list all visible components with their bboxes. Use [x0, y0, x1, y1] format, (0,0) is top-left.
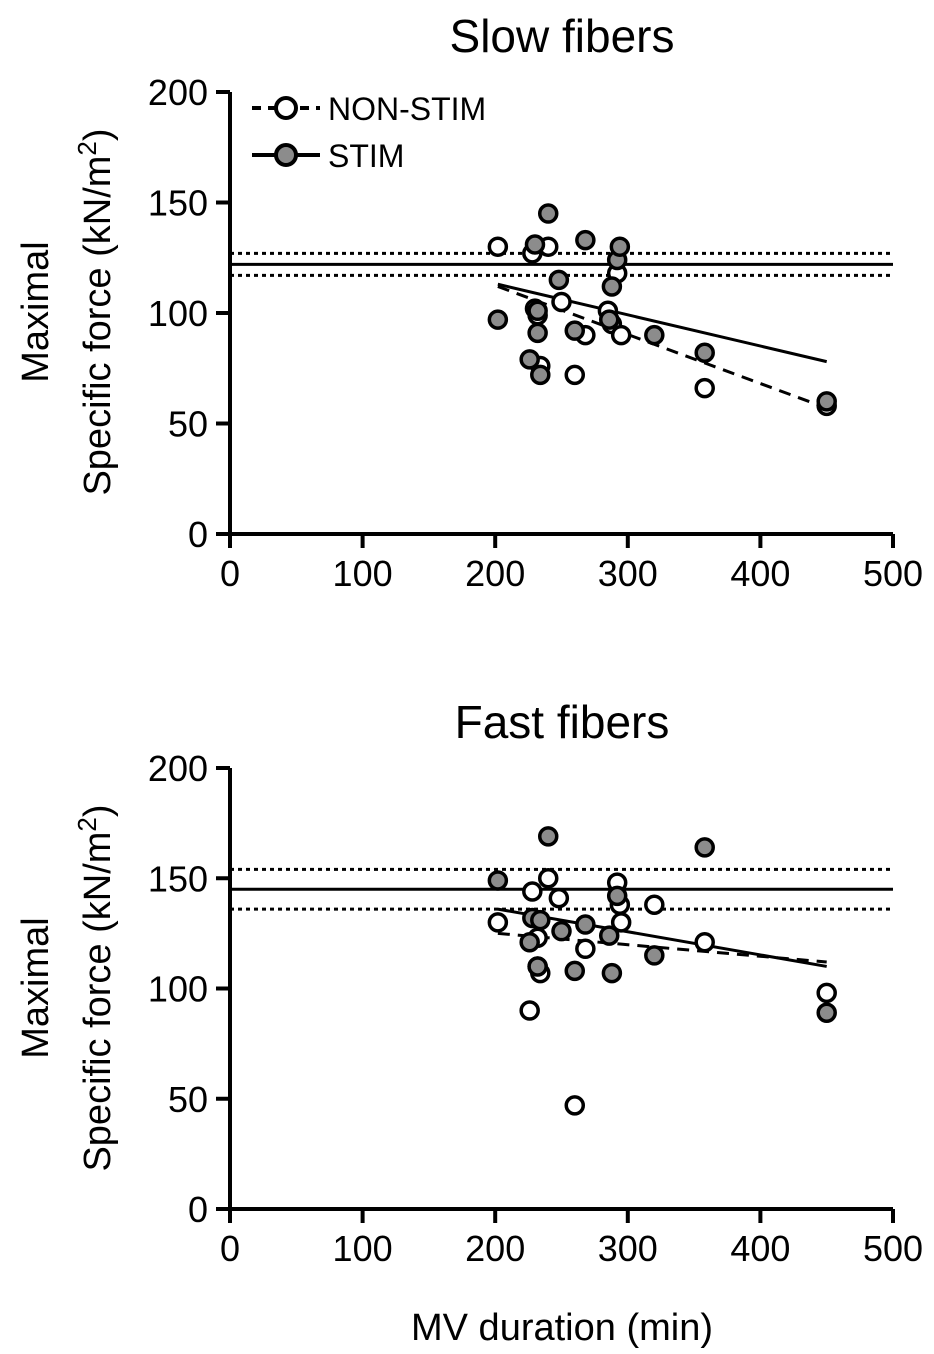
non-stim-point	[644, 894, 665, 915]
stim-point	[487, 870, 509, 891]
stim-point	[530, 364, 551, 386]
stim-point	[606, 885, 628, 907]
x-tick-label: 400	[730, 553, 790, 594]
legend-item-stim: STIM	[252, 138, 404, 174]
y-axis-label-line2: Specific force (kN/m2)	[72, 128, 119, 495]
non-stim-point	[694, 931, 715, 953]
stim-point	[530, 909, 551, 931]
stim-point	[564, 960, 586, 982]
legend-marker-open	[274, 96, 298, 120]
y-axis-label-line1: Maximal	[15, 241, 57, 382]
stim-point	[527, 322, 548, 344]
stim-point	[487, 309, 509, 330]
stim-point	[644, 945, 665, 966]
x-tick-label: 300	[598, 553, 658, 594]
non-stim-point	[564, 364, 586, 386]
x-tick-label: 200	[465, 553, 525, 594]
y-tick-label: 0	[188, 514, 208, 555]
slow-fibers-panel: Slow fibers Maximal Specific force (kN/m…	[15, 10, 923, 594]
stim-point	[537, 203, 559, 224]
y-axis-label-line1: Maximal	[15, 917, 57, 1058]
x-tick-label: 0	[220, 553, 240, 594]
stim-point	[644, 324, 665, 346]
stim-point	[527, 956, 548, 977]
non-stim-point	[610, 912, 632, 933]
chart-title: Slow fibers	[450, 10, 675, 62]
stim-point	[564, 320, 586, 341]
non-stim-point	[519, 1000, 540, 1021]
x-tick-label: 500	[863, 1228, 923, 1269]
y-tick-label: 200	[148, 748, 208, 789]
regression-lines	[497, 282, 828, 410]
x-tick-label: 0	[220, 1228, 240, 1269]
non-stim-fit-line	[497, 931, 827, 964]
y-tick-label: 100	[148, 293, 208, 334]
y-tick-label: 150	[148, 858, 208, 899]
non-stim-point	[551, 291, 572, 313]
axes: 0 100 200 300 400 500 0 50 100 150 200	[148, 748, 923, 1269]
stim-point	[816, 391, 837, 412]
stim-point	[575, 914, 596, 935]
stim-point	[519, 349, 540, 370]
stim-fit-line	[497, 907, 827, 968]
non-stim-point	[487, 236, 509, 257]
legend-item-non-stim: NON-STIM	[252, 91, 486, 127]
stim-point	[527, 300, 548, 322]
stim-point	[601, 276, 623, 297]
legend: NON-STIM STIM	[252, 91, 486, 174]
regression-lines	[497, 907, 827, 968]
non-stim-point	[522, 881, 543, 902]
y-axis-label-line2: Specific force (kN/m2)	[72, 804, 119, 1171]
legend-marker-filled	[274, 143, 298, 167]
y-tick-label: 0	[188, 1189, 208, 1230]
y-tick-label: 50	[168, 404, 208, 445]
stim-point	[537, 826, 559, 847]
x-tick-label: 100	[333, 1228, 393, 1269]
stim-point	[601, 962, 623, 984]
fast-fibers-panel: Fast fibers Maximal Specific force (kN/m…	[15, 696, 923, 1349]
non-stim-point	[816, 982, 837, 1004]
axes: 0 100 200 300 400 500 0 50 100 150 200	[148, 72, 923, 594]
x-tick-label: 100	[333, 553, 393, 594]
non-stim-point	[564, 1095, 586, 1116]
x-tick-label: 400	[730, 1228, 790, 1269]
non-stim-fit-line	[497, 285, 828, 410]
stim-point	[598, 925, 620, 946]
y-tick-label: 50	[168, 1079, 208, 1120]
stim-point	[694, 837, 715, 858]
stim-point	[524, 234, 546, 255]
stim-point	[519, 931, 540, 953]
non-stim-point	[694, 377, 715, 399]
data-points	[487, 203, 837, 417]
stim-point	[575, 229, 596, 251]
stim-fit-line	[497, 282, 828, 364]
stim-point	[694, 342, 715, 364]
legend-label: NON-STIM	[328, 91, 486, 127]
non-stim-point	[537, 868, 559, 889]
chart-title: Fast fibers	[455, 696, 670, 748]
stim-point	[548, 269, 570, 291]
y-tick-label: 150	[148, 183, 208, 224]
stim-point	[598, 309, 620, 330]
x-tick-label: 500	[863, 553, 923, 594]
non-stim-point	[610, 324, 632, 346]
legend-label: STIM	[328, 138, 404, 174]
non-stim-point	[575, 938, 596, 960]
non-stim-point	[548, 887, 570, 909]
non-stim-point	[487, 912, 509, 933]
stim-point	[609, 236, 631, 257]
stim-point	[816, 1002, 837, 1024]
y-tick-label: 100	[148, 969, 208, 1010]
stim-point	[551, 920, 572, 942]
x-tick-label: 200	[465, 1228, 525, 1269]
data-points	[487, 826, 837, 1116]
x-tick-label: 300	[598, 1228, 658, 1269]
y-tick-label: 200	[148, 72, 208, 113]
x-axis-label: MV duration (min)	[411, 1307, 713, 1349]
